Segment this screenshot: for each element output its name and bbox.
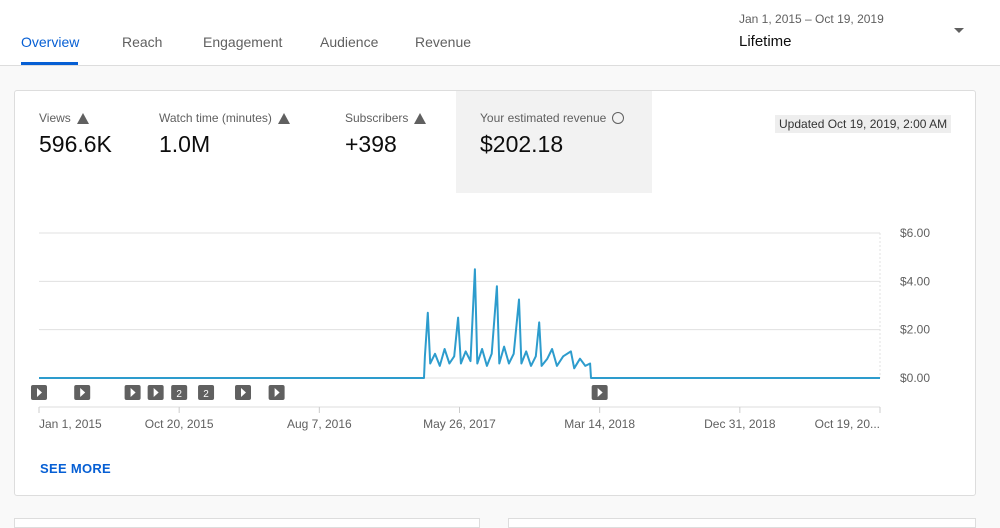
tab-reach[interactable]: Reach [122, 34, 163, 50]
play-icon [597, 388, 603, 397]
play-icon [130, 388, 136, 397]
x-tick-label: May 26, 2017 [423, 417, 496, 431]
marker-box [198, 385, 215, 400]
x-tick-label: Mar 14, 2018 [564, 417, 635, 431]
annotation-marker[interactable] [268, 385, 285, 400]
tab-audience[interactable]: Audience [320, 34, 379, 50]
annotation-marker[interactable]: 2 [171, 385, 188, 400]
y-tick-label: $4.00 [900, 274, 930, 288]
metric-label: Your estimated revenue [480, 111, 607, 125]
warning-icon [76, 112, 89, 124]
tab-engagement[interactable]: Engagement [203, 34, 283, 50]
annotation-marker[interactable] [235, 385, 252, 400]
play-icon [274, 388, 280, 397]
play-icon [153, 388, 159, 397]
annotation-marker[interactable] [147, 385, 164, 400]
play-icon [37, 388, 42, 397]
warning-icon [414, 112, 427, 124]
metric-label: Watch time (minutes) [159, 111, 272, 125]
active-tab-indicator [21, 62, 78, 65]
dropdown-caret-icon[interactable] [954, 28, 964, 33]
metric-value: 1.0M [159, 131, 211, 157]
marker-count: 2 [203, 389, 209, 400]
tab-revenue[interactable]: Revenue [415, 34, 472, 50]
metric-label: Subscribers [345, 111, 409, 125]
metric-views[interactable]: Views 596.6K [39, 91, 112, 193]
metric-revenue[interactable]: Your estimated revenue $202.18 [456, 91, 652, 193]
y-tick-label: $2.00 [900, 323, 930, 337]
tab-overview[interactable]: Overview [21, 34, 80, 50]
y-tick-label: $6.00 [900, 226, 930, 240]
annotation-marker[interactable]: 2 [198, 385, 215, 400]
play-icon [241, 388, 247, 397]
top-bar: Overview Reach Engagement Audience Reven… [0, 0, 1000, 66]
warning-icon [277, 112, 290, 124]
annotation-marker[interactable] [124, 385, 141, 400]
x-tick-label: Dec 31, 2018 [704, 417, 776, 431]
overview-card: Views 596.6K Watch time (minutes) 1.0M S… [14, 90, 976, 496]
metric-value: 596.6K [39, 131, 112, 157]
date-range-text: Jan 1, 2015 – Oct 19, 2019 [739, 12, 884, 26]
revenue-chart: $0.00 $2.00 $4.00 $6.00 Jan 1, 2015 Oct 20, 2… [31, 226, 930, 431]
clock-icon [612, 112, 625, 124]
next-card-left [14, 518, 480, 528]
metric-value: +398 [345, 131, 397, 157]
date-range-selector[interactable]: Lifetime [739, 33, 792, 50]
metric-subscribers[interactable]: Subscribers +398 [345, 91, 427, 193]
y-tick-label: $0.00 [900, 371, 930, 385]
next-card-right [508, 518, 976, 528]
play-icon [80, 388, 86, 397]
x-tick-label: Jan 1, 2015 [39, 417, 102, 431]
annotation-marker[interactable] [74, 385, 91, 400]
x-tick-label: Aug 7, 2016 [287, 417, 352, 431]
x-tick-label: Oct 20, 2015 [145, 417, 214, 431]
metric-value: $202.18 [480, 131, 564, 157]
updated-timestamp: Updated Oct 19, 2019, 2:00 AM [775, 115, 952, 133]
marker-box [171, 385, 188, 400]
metric-label: Views [39, 111, 71, 125]
metric-watch-time[interactable]: Watch time (minutes) 1.0M [159, 91, 290, 193]
annotation-marker[interactable] [591, 385, 608, 400]
x-tick-label: Oct 19, 20... [815, 417, 880, 431]
marker-count: 2 [176, 389, 182, 400]
annotation-marker[interactable] [31, 385, 47, 400]
see-more-link[interactable]: SEE MORE [40, 461, 112, 476]
revenue-line [39, 268, 880, 379]
